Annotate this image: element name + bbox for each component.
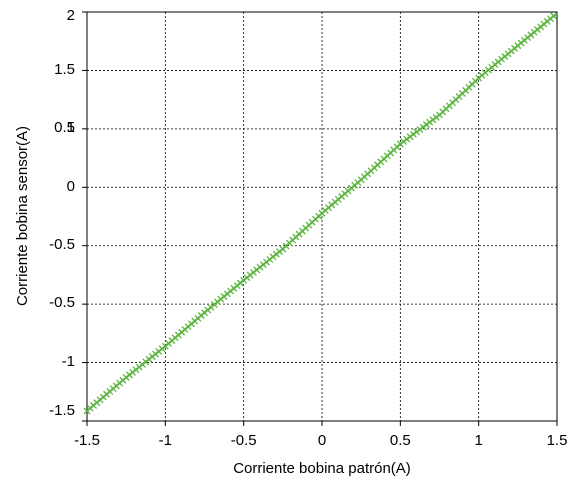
x-tick-label: 1.5 — [547, 432, 568, 449]
x-tick-labels: -1.5 -1 -0.5 0 0.5 1 1.5 — [74, 432, 567, 449]
x-axis-title: Corriente bobina patrón(A) — [233, 460, 411, 477]
x-tick-label: 0.5 — [390, 432, 411, 449]
y-tick-label: -1.5 — [49, 402, 75, 419]
y-tick-label: 0 — [67, 178, 75, 195]
x-tick-label: -1 — [159, 432, 172, 449]
y-tick-label: 1 — [67, 119, 75, 136]
y-tick-label: 2 — [67, 7, 75, 24]
y-tick-label: -1 — [62, 353, 75, 370]
x-tick-label: 0 — [318, 432, 326, 449]
y-tick-label: 0.5 — [54, 119, 75, 136]
y-tick-label: 1.5 — [54, 61, 75, 78]
y-tick-label: -0.5 — [49, 236, 75, 253]
x-tick-label: 1 — [474, 432, 482, 449]
data-point-marker — [550, 12, 558, 20]
data-series — [83, 12, 558, 415]
x-tick-label: -1.5 — [74, 432, 100, 449]
y-tick-label: -0.5 — [49, 294, 75, 311]
y-axis-title: Corriente bobina sensor(A) — [14, 126, 31, 306]
grid-lines — [82, 11, 558, 426]
y-tick-labels: -1.5 -1 -0.5 -0.5 0 0.51 1.5 2 — [49, 7, 75, 419]
x-tick-label: -0.5 — [231, 432, 257, 449]
